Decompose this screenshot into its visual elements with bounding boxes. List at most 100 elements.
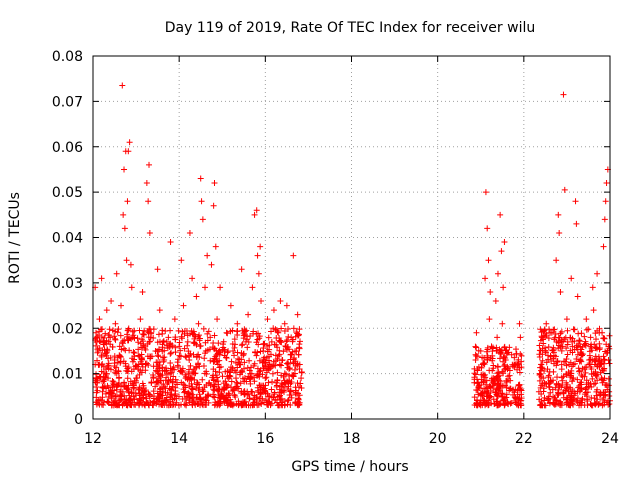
data-point <box>508 400 515 407</box>
data-point <box>496 384 503 391</box>
data-point <box>110 399 117 406</box>
data-point <box>187 362 194 369</box>
data-point <box>105 360 112 367</box>
data-point <box>494 370 501 377</box>
y-tick-label: 0.02 <box>52 321 83 337</box>
data-point <box>226 372 233 379</box>
data-point <box>555 211 562 218</box>
data-point <box>483 400 490 407</box>
data-point <box>194 379 201 386</box>
data-point <box>145 198 152 205</box>
data-point <box>182 395 189 402</box>
data-point <box>121 380 128 387</box>
data-point <box>132 363 139 370</box>
data-point <box>213 352 220 359</box>
data-point <box>191 376 198 383</box>
data-point <box>190 351 197 358</box>
data-point <box>268 338 275 345</box>
data-point <box>472 371 479 378</box>
data-point <box>117 332 124 339</box>
data-point <box>587 334 594 341</box>
data-point <box>188 380 195 387</box>
data-point <box>475 391 482 398</box>
data-point <box>537 401 544 408</box>
data-point <box>495 369 502 376</box>
data-point <box>139 380 146 387</box>
data-point <box>171 395 178 402</box>
data-point <box>258 298 265 305</box>
data-point <box>537 337 544 344</box>
data-point <box>596 329 603 336</box>
data-point <box>262 388 269 395</box>
data-point <box>234 320 241 327</box>
data-point <box>272 362 279 369</box>
data-point <box>512 397 519 404</box>
data-point <box>200 362 207 369</box>
data-point <box>135 386 142 393</box>
data-point <box>596 346 603 353</box>
data-point <box>210 366 217 373</box>
data-point <box>118 392 125 399</box>
data-point <box>501 343 508 350</box>
data-point <box>516 320 523 327</box>
data-point <box>103 385 110 392</box>
data-point <box>168 369 175 376</box>
data-point <box>260 347 267 354</box>
data-point <box>230 347 237 354</box>
data-point <box>260 358 267 365</box>
data-point <box>259 371 266 378</box>
data-point <box>178 257 185 264</box>
data-point <box>109 343 116 350</box>
data-point <box>294 380 301 387</box>
data-point <box>286 366 293 373</box>
data-point <box>546 400 553 407</box>
data-point <box>161 347 168 354</box>
data-point <box>276 361 283 368</box>
data-point <box>139 331 146 338</box>
data-point <box>95 347 102 354</box>
data-point <box>217 349 224 356</box>
data-point <box>547 378 554 385</box>
data-point <box>594 377 601 384</box>
data-point <box>511 354 518 361</box>
data-point <box>94 357 101 364</box>
data-point <box>290 325 297 332</box>
data-point <box>268 328 275 335</box>
data-point <box>592 336 599 343</box>
data-point <box>262 375 269 382</box>
data-point <box>586 352 593 359</box>
data-point <box>576 338 583 345</box>
data-point <box>93 329 100 336</box>
data-point <box>264 348 271 355</box>
data-point <box>545 372 552 379</box>
data-point <box>285 344 292 351</box>
data-point <box>242 338 249 345</box>
data-point <box>183 373 190 380</box>
data-point <box>603 180 610 187</box>
data-point <box>290 252 297 259</box>
data-point <box>196 337 203 344</box>
data-point <box>244 344 251 351</box>
data-point <box>193 293 200 300</box>
data-point <box>191 366 198 373</box>
data-point <box>112 336 119 343</box>
data-point <box>142 367 149 374</box>
data-point <box>105 375 112 382</box>
data-point <box>473 329 480 336</box>
data-point <box>127 261 134 268</box>
data-point <box>220 380 227 387</box>
data-point <box>168 392 175 399</box>
data-point <box>606 360 613 367</box>
data-point <box>296 361 303 368</box>
data-point <box>472 357 479 364</box>
data-point <box>251 211 258 218</box>
data-point <box>474 353 481 360</box>
data-point <box>490 344 496 351</box>
data-point <box>126 392 133 399</box>
data-point <box>121 400 128 407</box>
data-point <box>270 307 277 314</box>
data-point <box>135 352 142 359</box>
data-point <box>288 334 295 341</box>
data-point <box>218 390 225 397</box>
data-point <box>598 375 605 382</box>
